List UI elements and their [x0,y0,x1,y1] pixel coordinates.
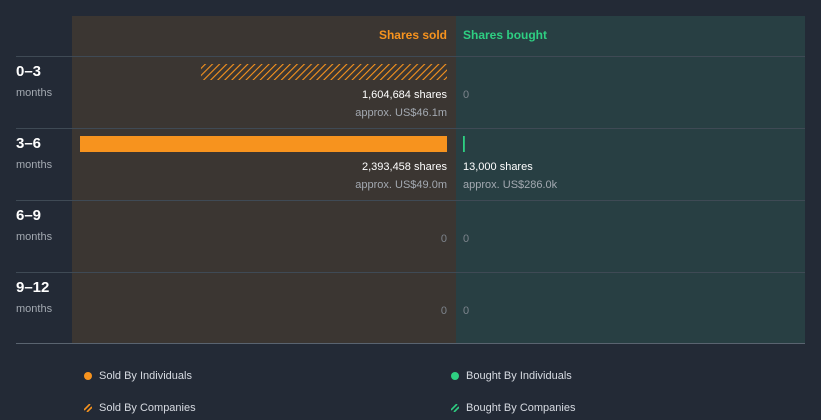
bought-zero-label: 0 [463,305,469,317]
period-range-label: 9–12 [16,279,49,296]
period-unit-label: months [16,87,53,99]
bought-panel [456,16,805,343]
period-range-label: 3–6 [16,135,41,152]
sold-value-label: approx. US$46.1m [355,107,447,119]
sold-shares-label: 1,604,684 shares [362,89,448,101]
period-unit-label: months [16,231,53,243]
insider-trading-chart: Shares sold Shares bought 0–3 months 1,604… [16,16,805,344]
legend-item-sold-individuals: Sold By Individuals [84,370,192,382]
bought-zero-label: 0 [463,233,469,245]
period-range-label: 6–9 [16,207,41,224]
period-range-label: 0–3 [16,63,41,80]
bought-header: Shares bought [463,28,547,42]
legend-label: Sold By Individuals [99,370,192,382]
sold-bar [80,136,447,152]
period-unit-label: months [16,303,53,315]
bought-shares-label: 13,000 shares [463,161,533,173]
bought-bar [463,136,465,152]
legend-item-bought-individuals: Bought By Individuals [451,370,572,382]
legend-item-sold-companies: Sold By Companies [84,402,196,414]
sold-zero-label: 0 [441,305,447,317]
legend-label: Sold By Companies [99,402,196,414]
bought-value-label: approx. US$286.0k [463,179,558,191]
green-dot-icon [451,372,459,380]
sold-zero-label: 0 [441,233,447,245]
sold-bar [200,64,447,80]
orange-dot-icon [84,372,92,380]
orange-hatch-icon [84,404,92,412]
legend-item-bought-companies: Bought By Companies [451,402,575,414]
legend: Sold By Individuals Bought By Individual… [0,344,821,420]
legend-label: Bought By Companies [466,402,576,414]
bought-zero-label: 0 [463,89,469,101]
legend-label: Bought By Individuals [466,370,572,382]
sold-value-label: approx. US$49.0m [355,179,447,191]
period-unit-label: months [16,159,53,171]
sold-shares-label: 2,393,458 shares [362,161,448,173]
green-hatch-icon [451,404,459,412]
sold-header: Shares sold [379,28,447,42]
